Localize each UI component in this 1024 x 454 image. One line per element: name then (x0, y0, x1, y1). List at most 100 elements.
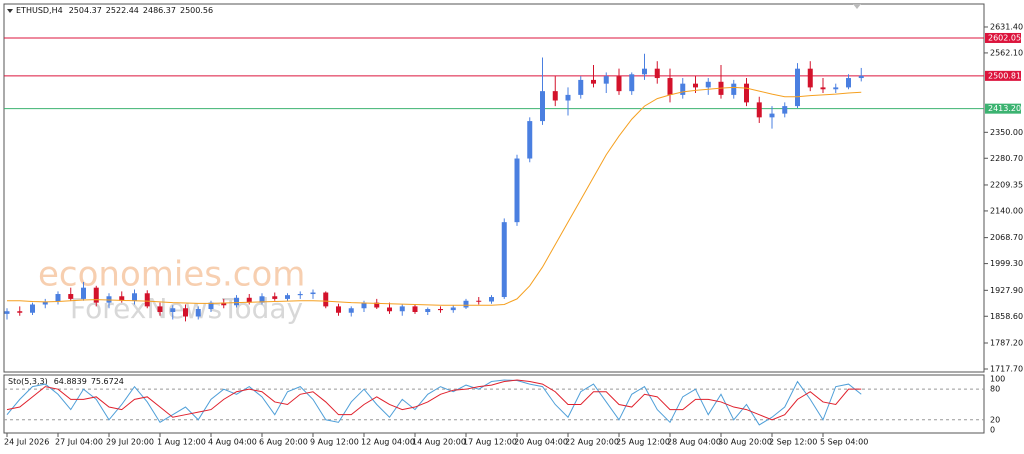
candle-body (858, 75, 864, 79)
candle-body (578, 79, 584, 95)
candle-body (489, 297, 494, 302)
y-tick-label: 1858.60 (990, 312, 1023, 321)
candle-body (565, 94, 571, 101)
candle-body (81, 287, 86, 299)
candle-body (591, 79, 596, 84)
menu-arrow[interactable] (7, 9, 13, 13)
candle-body (654, 68, 660, 79)
level-label: 2413.20 (988, 104, 1021, 113)
candle-body (221, 302, 227, 306)
x-tick-label: 20 Aug 04:00 (514, 438, 568, 447)
candle-body (629, 74, 635, 92)
candle-body (4, 311, 10, 314)
candle-body (731, 83, 737, 95)
candle-body (667, 78, 673, 95)
candle-body (259, 296, 265, 303)
y-tick-label: 2562.10 (990, 48, 1023, 57)
candle-body (348, 308, 354, 313)
candle-body (769, 113, 775, 118)
candle-body (93, 287, 99, 303)
candle-body (246, 297, 252, 303)
y-tick-label: 1927.90 (990, 286, 1023, 295)
x-tick-label: 22 Aug 20:00 (565, 438, 619, 447)
candle-body (183, 308, 188, 317)
candle-body (807, 68, 813, 88)
header-value: 75.6724 (91, 377, 124, 386)
candle-body (30, 304, 35, 313)
header-value: 2522.44 (106, 6, 139, 15)
candle-body (361, 302, 367, 309)
candle-body (705, 81, 711, 88)
x-tick-label: 14 Aug 20:00 (412, 438, 466, 447)
candle-body (833, 87, 839, 90)
candle-body (399, 306, 405, 312)
header-value: 64.8839 (54, 377, 87, 386)
indicator-panel (3, 374, 985, 434)
level-label-box (985, 32, 1021, 43)
candle-body (68, 294, 74, 299)
candle-body (144, 293, 150, 307)
candle-body (514, 158, 520, 223)
candle-body (55, 294, 61, 302)
y-tick-label: 2068.70 (990, 233, 1023, 242)
candle-body (795, 68, 800, 107)
candle-body (272, 296, 278, 299)
y-tick-label: 100 (990, 374, 1005, 383)
x-tick-label: 5 Sep 04:00 (820, 438, 868, 447)
candle-body (744, 83, 749, 103)
y-tick-label: 1717.70 (990, 365, 1023, 374)
candle-body (680, 83, 686, 95)
y-tick-label: 20 (990, 415, 1000, 424)
candle-body (782, 106, 788, 114)
x-tick-label: 27 Jul 04:00 (55, 438, 103, 447)
header-value: 2500.56 (180, 6, 213, 15)
x-tick-label: 30 Aug 20:00 (718, 438, 772, 447)
candle-body (642, 68, 647, 75)
y-tick-label: 0 (990, 425, 995, 434)
candle-body (323, 292, 329, 307)
y-tick-label: 2209.35 (990, 180, 1023, 189)
candle-body (208, 302, 214, 310)
candle-body (693, 83, 698, 88)
level-label-box (985, 70, 1021, 81)
level-label: 2602.05 (988, 33, 1021, 42)
candle-body (374, 302, 380, 308)
candle-body (195, 309, 201, 317)
candle-body (285, 295, 290, 299)
x-tick-label: 29 Jul 20:00 (106, 438, 154, 447)
header-title: ETHUSD,H4 (16, 6, 63, 15)
header-value: 2486.37 (143, 6, 176, 15)
candle-body (170, 308, 176, 312)
candle-body (412, 306, 418, 312)
header-value: 2504.37 (69, 6, 102, 15)
x-tick-label: 17 Aug 12:00 (463, 438, 517, 447)
candle-body (527, 121, 533, 159)
candle-body (310, 292, 316, 295)
y-tick-label: 2631.40 (990, 22, 1023, 31)
y-tick-label: 80 (990, 385, 1000, 394)
candle-body (540, 91, 545, 122)
x-tick-label: 24 Jul 2026 (4, 438, 49, 447)
panel-header: Sto(5,3,3) 64.8839 75.6724 (8, 377, 124, 386)
y-tick-label: 2280.70 (990, 154, 1023, 163)
candle-body (119, 296, 125, 301)
candle-body (157, 306, 163, 312)
header-title: Sto(5,3,3) (8, 377, 48, 386)
candle-body (450, 307, 456, 311)
candle-body (438, 309, 443, 311)
x-tick-label: 2 Sep 12:00 (769, 438, 817, 447)
candle-body (234, 297, 239, 306)
x-tick-label: 25 Aug 12:00 (616, 438, 670, 447)
candle-body (387, 307, 392, 312)
level-label: 2500.81 (988, 71, 1021, 80)
x-tick-label: 28 Aug 04:00 (667, 438, 721, 447)
candle-body (425, 309, 431, 312)
moving-average (7, 86, 862, 306)
level-label-box (985, 103, 1021, 114)
y-tick-label: 1787.20 (990, 338, 1023, 347)
x-tick-label: 12 Aug 04:00 (361, 438, 415, 447)
x-tick-label: 4 Aug 04:00 (208, 438, 257, 447)
candle-body (463, 300, 469, 308)
